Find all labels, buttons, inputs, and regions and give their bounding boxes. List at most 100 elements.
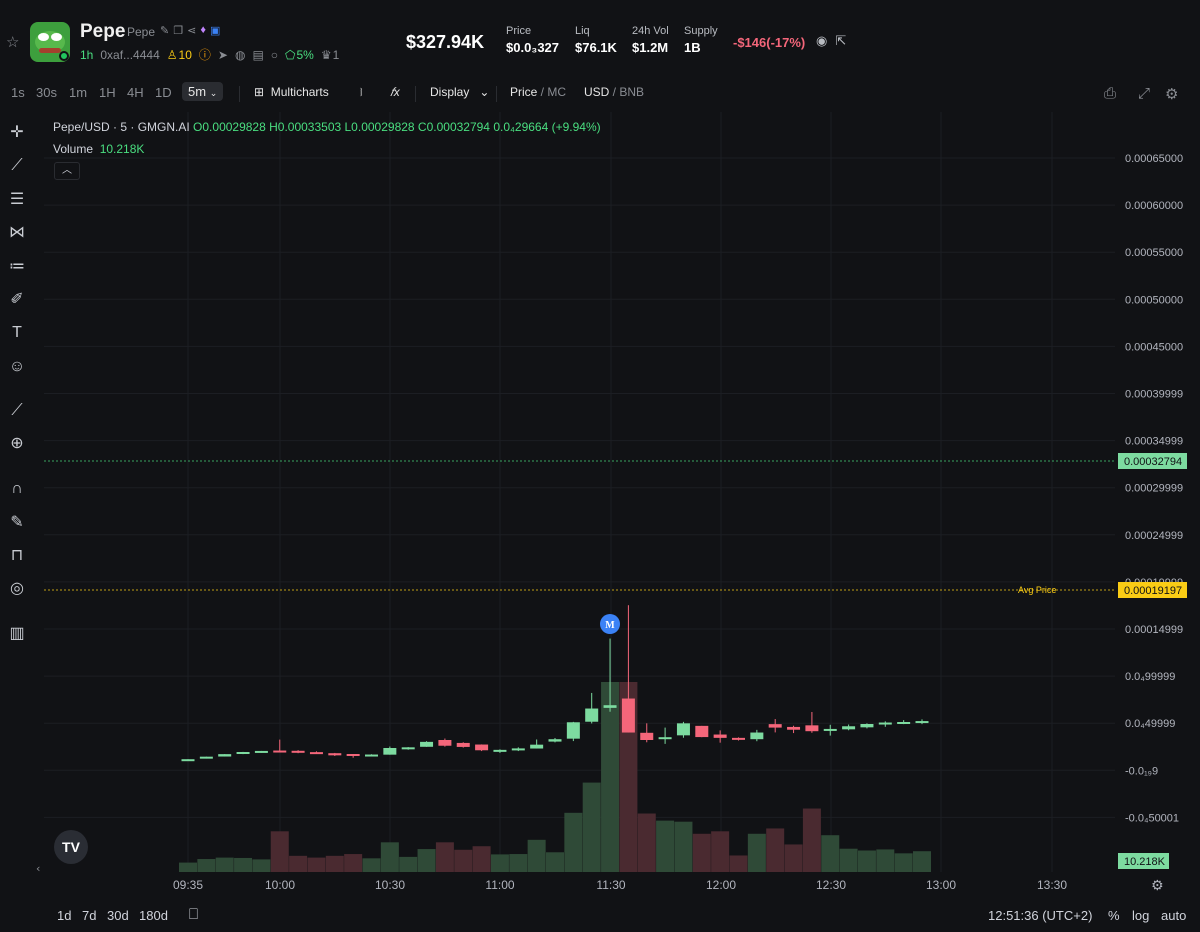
multicharts-button[interactable]: ⊞ Multicharts [254,85,329,99]
copy-icon[interactable]: ❐ [173,25,184,37]
crosshair-icon[interactable]: ✛ [10,124,24,141]
collapse-legend-button[interactable]: ︿ [54,162,80,180]
trash-icon[interactable]: ▥ [9,625,25,642]
range-7d[interactable]: 7d [82,908,97,923]
eye-icon[interactable]: ◎ [10,580,24,597]
display-dropdown[interactable]: Display ⌄ [430,85,490,99]
candle-body [768,724,782,728]
text-icon[interactable]: T [12,324,22,341]
x-tick-label: 10:30 [375,878,405,892]
token-address[interactable]: 0xaf...4444 [100,47,160,62]
volume-bar [179,862,197,872]
pattern-icon[interactable]: ⋈ [9,224,25,241]
token-subinfo: 1h 0xaf...4444 ♙ 10 ⓘ ➤ ◍ ▤ ○ ⬠ 5% ♛ 1 [80,46,339,63]
candle-body [787,726,801,730]
magnet-icon[interactable]: ∩ [11,480,23,497]
usd-bnb-toggle[interactable]: USD / BNB [584,85,645,99]
indicators-icon[interactable]: 𝑓x [390,85,400,99]
price-chart[interactable]: 0.00065000 0.00060000 0.00055000 0.00050000… [0,0,1200,904]
chevron-down-icon: ⌄ [479,85,490,99]
candle-body [199,756,213,759]
eye-icon[interactable]: ◉ [816,33,828,48]
interval-5m-dropdown[interactable]: 5m ⌄ [182,82,224,101]
holders-icon: ♙ [166,47,178,62]
star-icon[interactable]: ☆ [6,34,20,51]
candle-body [566,722,580,739]
website-icon[interactable]: ◍ [234,47,246,62]
emoji-icon[interactable]: ☺ [8,358,26,375]
x-tick-label: 09:35 [173,878,203,892]
interval-1d[interactable]: 1D [155,85,172,100]
brush-icon[interactable]: ✐ [10,291,24,308]
share-icon[interactable]: ⋖ [187,25,197,37]
external-link-icon[interactable]: ⇱ [835,33,847,48]
scroll-left-icon: ‹ [36,862,40,875]
volume-bar [729,855,748,872]
range-30d[interactable]: 30d [107,908,129,923]
log-toggle[interactable]: log [1132,908,1150,923]
top10-icon: ⬠ [285,47,296,62]
volume-bar [472,846,491,872]
fullscreen-icon[interactable]: ⤢ [1138,85,1151,102]
y-tick-label: 0.00065000 [1125,153,1183,165]
range-180d[interactable]: 180d [139,908,168,923]
volume-bar [362,858,381,872]
candle-type-icon[interactable]: ⧘ [360,85,363,99]
auto-toggle[interactable]: auto [1161,908,1187,923]
lock-drawing-icon[interactable]: ✎ [10,514,24,531]
edit-icon[interactable]: ✎ [160,25,170,37]
percent-toggle[interactable]: % [1108,908,1120,923]
tradingview-logo[interactable]: TV [54,830,88,864]
search-icon[interactable]: ○ [270,47,279,62]
x-tick-label: 12:00 [706,878,736,892]
fib-icon[interactable]: ≔ [9,258,25,275]
horizontal-lines-icon[interactable]: ☰ [9,191,25,208]
telegram-icon[interactable]: ➤ [217,47,228,62]
token-symbol: Pepe [127,25,156,39]
lock-icon[interactable]: ⊓ [10,547,24,564]
y-tick-label: 0.00060000 [1125,200,1183,212]
y-tick-label: 0.00034999 [1125,436,1183,448]
camera-icon[interactable]: ⎙ [1104,85,1117,102]
y-tick-label: 0.00014999 [1125,624,1183,636]
volume-bar [490,854,509,872]
interval-30s[interactable]: 30s [36,85,57,100]
volume-value: 10.218K [99,142,145,156]
dev-count: 1 [332,47,340,62]
volume-label: Volume [53,142,94,156]
volume-bar [784,844,803,872]
candle-body [676,723,690,736]
candle-body [401,747,415,750]
settings-icon[interactable]: ⚙ [1165,86,1179,103]
candle-body [860,724,874,728]
volume-bar [325,855,344,872]
last-price-box [1118,453,1187,469]
zoom-in-icon[interactable]: ⊕ [10,435,24,452]
volume-bar [215,857,234,872]
interval-1h[interactable]: 1H [99,85,116,100]
trendline-icon[interactable]: ⟋ [11,157,23,174]
volume-bar [857,850,876,872]
ruler-icon[interactable]: ⟋ [11,402,23,419]
token-age: 1h [80,47,94,62]
pair-label: Pepe/USD · 5 · GMGN.AI [53,120,190,134]
x-tick-label: 13:00 [926,878,956,892]
marker-label: M [605,620,615,631]
token-header: ☆ Pepe Pepe ✎ ❐ ⋖ ♦ ▣ 1h 0xaf...4444 ♙ 1… [0,0,1200,82]
price-mc-toggle[interactable]: Price / MC [510,85,567,99]
range-1d[interactable]: 1d [57,908,72,923]
interval-1s[interactable]: 1s [11,85,25,100]
interval-4h[interactable]: 4H [127,85,144,100]
candle-body [328,753,342,756]
volume-bar [766,828,785,872]
candle-body [181,759,195,762]
candle-body [750,732,764,740]
calendar-icon[interactable]: ⎕ [189,906,199,923]
chart-toolbar: 1s 30s 1m 1H 4H 1D 5m ⌄ ⊞ Multicharts ⧘ … [0,82,1200,106]
volume-bar [601,682,620,872]
market-cap: $327.94K [406,32,485,52]
interval-1m[interactable]: 1m [69,85,88,100]
volume-bar [270,831,289,872]
dex-icon[interactable]: ▤ [252,47,264,62]
candle-body [273,750,287,753]
